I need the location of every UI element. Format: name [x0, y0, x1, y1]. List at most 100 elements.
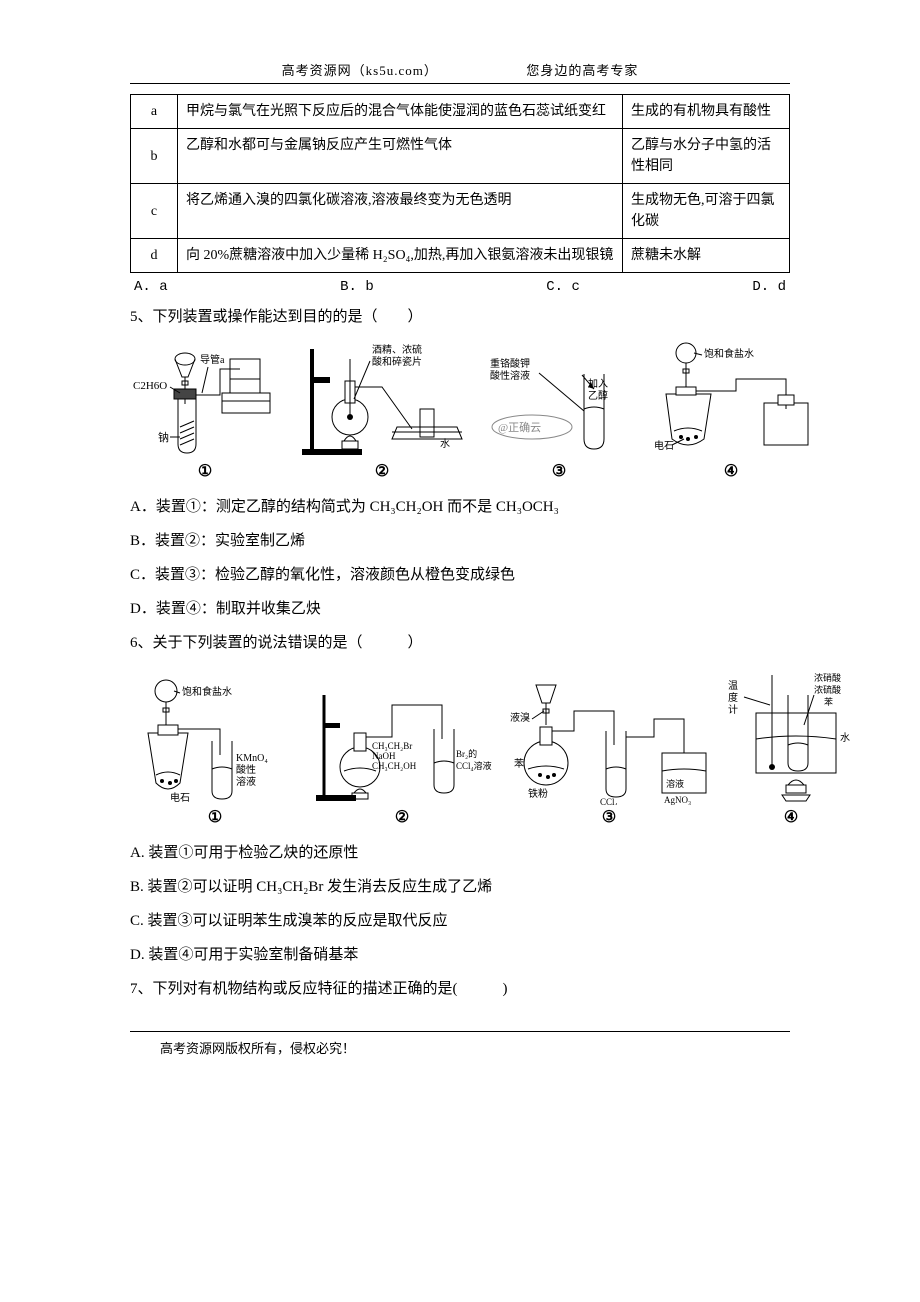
- label-carbide2: 电石: [170, 791, 190, 804]
- q6-apparatus-2: CH₃CH₂Br NaOH CH₃CH₂OH Br₂的 CCl₄溶液 ②: [312, 675, 492, 827]
- q7-stem: 7、下列对有机物结构或反应特征的描述正确的是( ): [130, 977, 790, 1001]
- label-br2b: CCl₄溶液: [456, 760, 492, 771]
- q6-apparatus-3: 液溴 苯 铁粉 CCl₄ AgNO₃ 溶液 ③: [504, 675, 714, 827]
- q6-apparatus-4-svg: 温 度 计 浓硝酸 浓硫酸 苯 水: [726, 665, 856, 805]
- label-naoh: NaOH: [372, 751, 396, 761]
- svg-text:苯: 苯: [824, 696, 833, 707]
- label-ch3ch2oh: CH₃CH₂OH: [372, 761, 417, 771]
- label-na: 钠: [158, 430, 169, 444]
- label-kmno4c: 溶液: [236, 775, 256, 788]
- label-kmno4b: 酸性: [236, 763, 256, 776]
- q6-apparatus-1-svg: 饱和食盐水 电石 KMnO₄ 酸性 溶液: [130, 675, 300, 805]
- q5-choice-d: D．装置④：制取并收集乙炔: [130, 597, 790, 621]
- label-water2: 水: [840, 732, 850, 744]
- table-row: c 将乙烯通入溴的四氯化碳溶液,溶液最终变为无色透明 生成物无色,可溶于四氯化碳: [131, 184, 790, 239]
- row-label: b: [131, 129, 178, 184]
- q6-apparatus-1: 饱和食盐水 电石 KMnO₄ 酸性 溶液 ①: [130, 675, 300, 827]
- row-label: a: [131, 95, 178, 129]
- label-carbide: 电石: [654, 439, 674, 452]
- table-row: b 乙醇和水都可与金属钠反应产生可燃性气体 乙醇与水分子中氢的活性相同: [131, 129, 790, 184]
- circle-2b: ②: [395, 807, 409, 827]
- row-col2: 乙醇与水分子中氢的活性相同: [623, 129, 790, 184]
- apparatus-1-svg: C2H6O 导管a 钠: [130, 349, 280, 459]
- q5-stem: 5、下列装置或操作能达到目的的是（ ）: [130, 305, 790, 329]
- page-root: 高考资源网（ks5u.com） 您身边的高考专家 a 甲烷与氯气在光照下反应后的…: [0, 0, 920, 1097]
- label-water: 水: [440, 438, 450, 450]
- label-acids1: 浓硝酸: [814, 672, 841, 683]
- circle-3: ③: [552, 461, 566, 481]
- circle-1b: ①: [208, 807, 222, 827]
- answer-options-row: A. a B. b C. c D. d: [130, 279, 790, 295]
- label-ccl4: CCl₄: [600, 797, 618, 805]
- svg-text:溶液: 溶液: [666, 778, 684, 789]
- circle-2: ②: [375, 461, 389, 481]
- page-header: 高考资源网（ks5u.com） 您身边的高考专家: [130, 60, 790, 79]
- footer-text: 高考资源网版权所有，侵权必究！: [130, 1038, 790, 1057]
- option-d: D. d: [752, 279, 786, 295]
- label-alcohol-mix2: 酸和碎瓷片: [372, 355, 422, 368]
- q5-apparatus-row: C2H6O 导管a 钠 ①: [130, 339, 790, 481]
- row-label: c: [131, 184, 178, 239]
- header-right: 您身边的高考专家: [526, 63, 638, 78]
- q6-stem: 6、关于下列装置的说法错误的是（ ）: [130, 631, 790, 655]
- q6-apparatus-3-svg: 液溴 苯 铁粉 CCl₄ AgNO₃ 溶液: [504, 675, 714, 805]
- label-dichromate1: 重铬酸钾: [490, 357, 530, 370]
- table-row: a 甲烷与氯气在光照下反应后的混合气体能使湿润的蓝色石蕊试纸变红 生成的有机物具…: [131, 95, 790, 129]
- row-col1: 向 20%蔗糖溶液中加入少量稀 H₂SO₄,加热,再加入银氨溶液未出现银镜: [178, 239, 623, 273]
- label-brand: @正确云: [498, 421, 541, 434]
- circle-4b: ④: [784, 807, 798, 827]
- header-rule: [130, 83, 790, 84]
- label-agno3a: AgNO₃: [664, 795, 691, 805]
- label-salt-water: 饱和食盐水: [704, 347, 754, 360]
- footer-rule: [130, 1031, 790, 1032]
- q6-choice-a: A. 装置①可用于检验乙炔的还原性: [130, 841, 790, 865]
- apparatus-4-svg: 饱和食盐水 电石: [646, 339, 816, 459]
- row-col1: 甲烷与氯气在光照下反应后的混合气体能使湿润的蓝色石蕊试纸变红: [178, 95, 623, 129]
- q6-apparatus-2-svg: CH₃CH₂Br NaOH CH₃CH₂OH Br₂的 CCl₄溶液: [312, 675, 492, 805]
- row-col2: 蔗糖未水解: [623, 239, 790, 273]
- label-fe: 铁粉: [528, 787, 548, 800]
- q6-apparatus-row: 饱和食盐水 电石 KMnO₄ 酸性 溶液 ①: [130, 665, 790, 827]
- circle-3b: ③: [602, 807, 616, 827]
- option-c: C. c: [546, 279, 580, 295]
- label-thermo1: 温: [728, 680, 738, 692]
- q5-choice-c: C．装置③：检验乙醇的氧化性，溶液颜色从橙色变成绿色: [130, 563, 790, 587]
- label-tube-a: 导管a: [200, 353, 225, 366]
- header-left: 高考资源网（ks5u.com）: [282, 63, 438, 78]
- label-ethanol: 乙醇: [588, 389, 608, 402]
- q5-apparatus-2: 酒精、浓硫 酸和碎瓷片 水 ②: [292, 339, 472, 481]
- circle-4: ④: [724, 461, 738, 481]
- svg-text:浓硫酸: 浓硫酸: [814, 684, 841, 695]
- apparatus-2-svg: 酒精、浓硫 酸和碎瓷片 水: [292, 339, 472, 459]
- label-c2h6o: C2H6O: [133, 380, 167, 392]
- row-col2: 生成的有机物具有酸性: [623, 95, 790, 129]
- label-salt: 饱和食盐水: [182, 685, 232, 698]
- row-label: d: [131, 239, 178, 273]
- label-kmno4a: KMnO₄: [236, 753, 268, 764]
- svg-text:计: 计: [728, 703, 738, 716]
- q6-choice-c: C. 装置③可以证明苯生成溴苯的反应是取代反应: [130, 909, 790, 933]
- circle-1: ①: [198, 461, 212, 481]
- option-b: B. b: [340, 279, 374, 295]
- label-br2a: Br₂的: [456, 748, 477, 759]
- apparatus-3-svg: 加入 乙醇 重铬酸钾 酸性溶液 @正确云: [484, 339, 634, 459]
- q6-choice-b: B. 装置②可以证明 CH₃CH₂Br 发生消去反应生成了乙烯: [130, 875, 790, 899]
- row-col1: 乙醇和水都可与金属钠反应产生可燃性气体: [178, 129, 623, 184]
- q5-apparatus-4: 饱和食盐水 电石 ④: [646, 339, 816, 481]
- option-a: A. a: [134, 279, 168, 295]
- svg-text:度: 度: [728, 691, 738, 704]
- label-ch3ch2br: CH₃CH₂Br: [372, 741, 412, 751]
- row-col2: 生成物无色,可溶于四氯化碳: [623, 184, 790, 239]
- label-liquid-br: 液溴: [510, 711, 530, 724]
- q5-apparatus-3: 加入 乙醇 重铬酸钾 酸性溶液 @正确云 ③: [484, 339, 634, 481]
- label-dichromate2: 酸性溶液: [490, 369, 530, 382]
- row-col1: 将乙烯通入溴的四氯化碳溶液,溶液最终变为无色透明: [178, 184, 623, 239]
- q5-choice-a: A．装置①：测定乙醇的结构简式为 CH₃CH₂OH 而不是 CH₃OCH₃: [130, 495, 790, 519]
- label-benzene: 苯: [514, 757, 524, 770]
- q6-choice-d: D. 装置④可用于实验室制备硝基苯: [130, 943, 790, 967]
- q5-apparatus-1: C2H6O 导管a 钠 ①: [130, 349, 280, 481]
- table-row: d 向 20%蔗糖溶液中加入少量稀 H₂SO₄,加热,再加入银氨溶液未出现银镜 …: [131, 239, 790, 273]
- experiment-table: a 甲烷与氯气在光照下反应后的混合气体能使湿润的蓝色石蕊试纸变红 生成的有机物具…: [130, 94, 790, 273]
- q5-choice-b: B．装置②：实验室制乙烯: [130, 529, 790, 553]
- q6-apparatus-4: 温 度 计 浓硝酸 浓硫酸 苯 水 ④: [726, 665, 856, 827]
